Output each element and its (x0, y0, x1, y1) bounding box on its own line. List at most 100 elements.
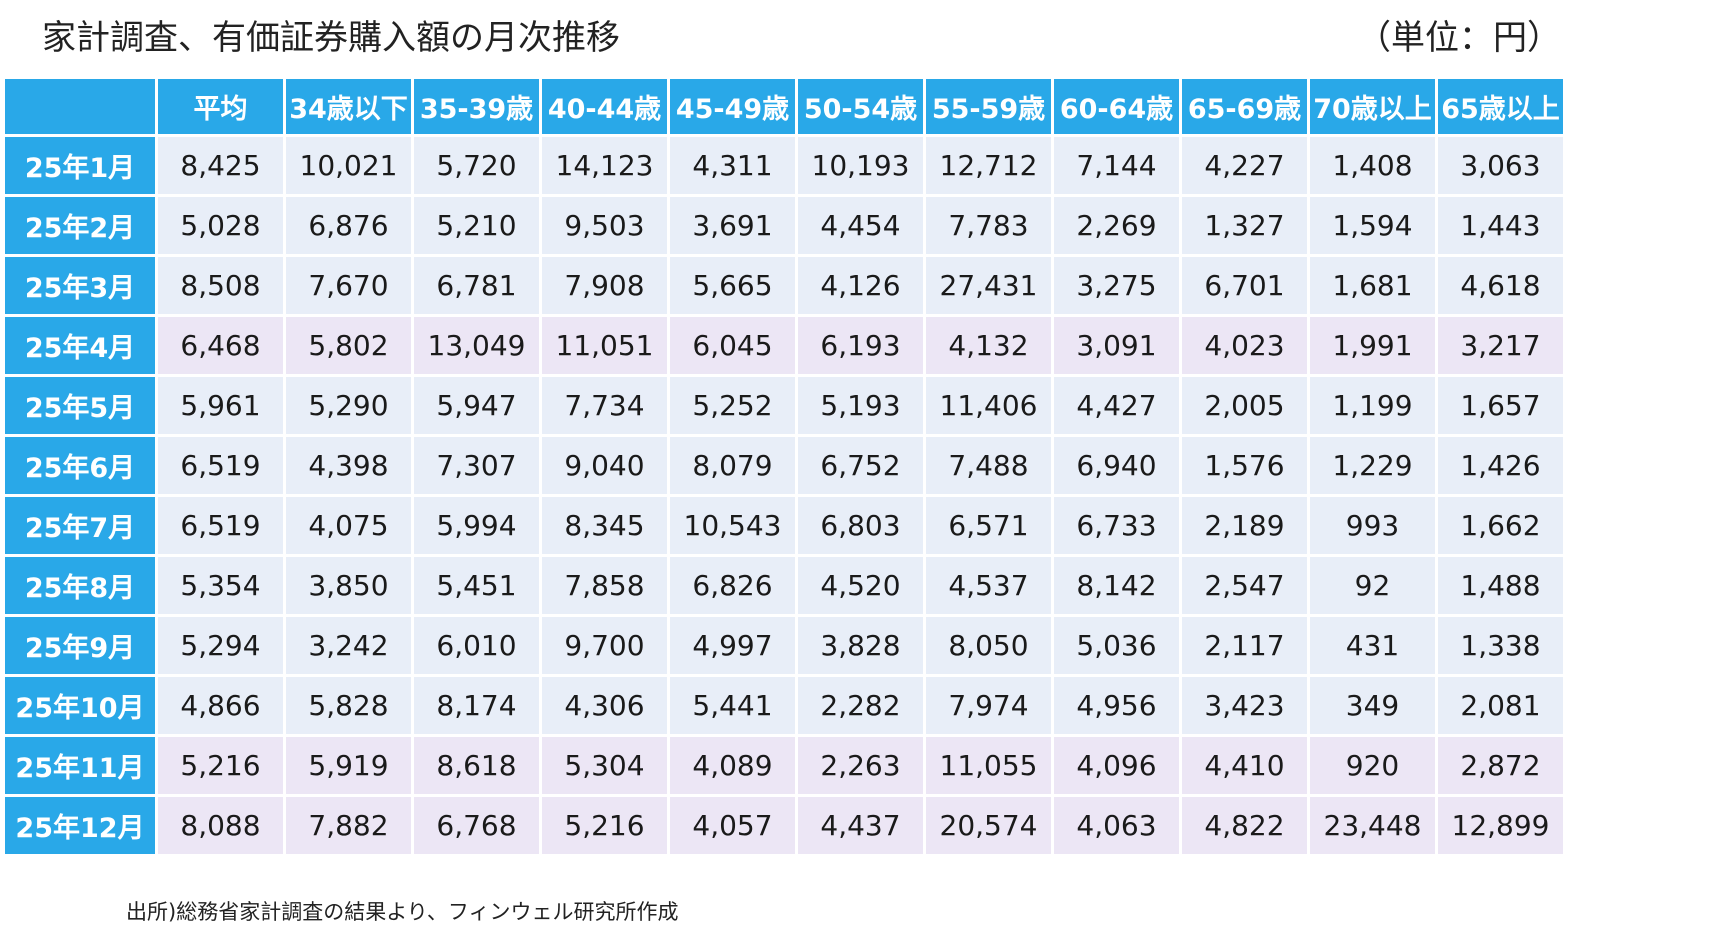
value-cell: 6,781 (414, 257, 539, 314)
value-cell: 9,503 (542, 197, 667, 254)
value-cell: 13,049 (414, 317, 539, 374)
value-cell: 5,919 (286, 737, 411, 794)
value-cell: 6,826 (670, 557, 795, 614)
table-row: 25年6月 6,519 4,398 7,307 9,040 8,079 6,752 7,488… (5, 437, 1563, 494)
value-cell: 7,858 (542, 557, 667, 614)
value-cell: 11,055 (926, 737, 1051, 794)
value-cell: 349 (1310, 677, 1435, 734)
value-cell: 3,691 (670, 197, 795, 254)
value-cell: 7,882 (286, 797, 411, 854)
value-cell: 3,242 (286, 617, 411, 674)
table-row: 25年10月 4,866 5,828 8,174 4,306 5,441 2,282 7,97… (5, 677, 1563, 734)
column-header: 70歳以上 (1310, 79, 1435, 134)
value-cell: 4,398 (286, 437, 411, 494)
value-cell: 3,091 (1054, 317, 1179, 374)
column-header: 50-54歳 (798, 79, 923, 134)
value-cell: 6,571 (926, 497, 1051, 554)
value-cell: 993 (1310, 497, 1435, 554)
value-cell: 8,142 (1054, 557, 1179, 614)
row-header: 25年5月 (5, 377, 155, 434)
table-body: 25年1月 8,425 10,021 5,720 14,123 4,311 10,193 12… (5, 137, 1563, 854)
value-cell: 5,451 (414, 557, 539, 614)
value-cell: 1,662 (1438, 497, 1563, 554)
row-header: 25年7月 (5, 497, 155, 554)
value-cell: 2,547 (1182, 557, 1307, 614)
value-cell: 5,665 (670, 257, 795, 314)
value-cell: 6,468 (158, 317, 283, 374)
value-cell: 4,454 (798, 197, 923, 254)
value-cell: 4,227 (1182, 137, 1307, 194)
value-cell: 7,783 (926, 197, 1051, 254)
value-cell: 5,210 (414, 197, 539, 254)
value-cell: 6,045 (670, 317, 795, 374)
value-cell: 7,307 (414, 437, 539, 494)
value-cell: 7,974 (926, 677, 1051, 734)
value-cell: 1,681 (1310, 257, 1435, 314)
value-cell: 7,488 (926, 437, 1051, 494)
unit-label: （単位：円） (1357, 18, 1561, 58)
value-cell: 4,410 (1182, 737, 1307, 794)
table-row: 25年5月 5,961 5,290 5,947 7,734 5,252 5,193 11,40… (5, 377, 1563, 434)
header-row: 平均 34歳以下 35-39歳 40-44歳 45-49歳 50-54歳 55-59歳 60-… (5, 79, 1563, 134)
value-cell: 5,216 (158, 737, 283, 794)
row-header: 25年1月 (5, 137, 155, 194)
value-cell: 5,802 (286, 317, 411, 374)
value-cell: 1,338 (1438, 617, 1563, 674)
value-cell: 8,050 (926, 617, 1051, 674)
value-cell: 4,132 (926, 317, 1051, 374)
value-cell: 3,423 (1182, 677, 1307, 734)
column-header: 65-69歳 (1182, 79, 1307, 134)
value-cell: 6,519 (158, 497, 283, 554)
source-note: 出所)総務省家計調査の結果より、フィンウェル研究所作成 (126, 900, 679, 924)
value-cell: 431 (1310, 617, 1435, 674)
value-cell: 2,189 (1182, 497, 1307, 554)
value-cell: 6,752 (798, 437, 923, 494)
value-cell: 5,304 (542, 737, 667, 794)
row-header: 25年10月 (5, 677, 155, 734)
value-cell: 2,117 (1182, 617, 1307, 674)
column-header: 40-44歳 (542, 79, 667, 134)
table-row: 25年12月 8,088 7,882 6,768 5,216 4,057 4,437 20,5… (5, 797, 1563, 854)
value-cell: 1,991 (1310, 317, 1435, 374)
value-cell: 6,193 (798, 317, 923, 374)
value-cell: 4,537 (926, 557, 1051, 614)
value-cell: 5,252 (670, 377, 795, 434)
value-cell: 5,961 (158, 377, 283, 434)
row-header: 25年11月 (5, 737, 155, 794)
column-header: 55-59歳 (926, 79, 1051, 134)
value-cell: 4,866 (158, 677, 283, 734)
value-cell: 1,488 (1438, 557, 1563, 614)
table-row: 25年11月 5,216 5,919 8,618 5,304 4,089 2,263 11,0… (5, 737, 1563, 794)
page-title: 家計調査、有価証券購入額の月次推移 (42, 18, 620, 58)
value-cell: 3,217 (1438, 317, 1563, 374)
value-cell: 4,096 (1054, 737, 1179, 794)
value-cell: 1,408 (1310, 137, 1435, 194)
value-cell: 5,947 (414, 377, 539, 434)
value-cell: 4,306 (542, 677, 667, 734)
value-cell: 2,282 (798, 677, 923, 734)
value-cell: 4,063 (1054, 797, 1179, 854)
row-header: 25年6月 (5, 437, 155, 494)
value-cell: 5,216 (542, 797, 667, 854)
table-row: 25年9月 5,294 3,242 6,010 9,700 4,997 3,828 8,050… (5, 617, 1563, 674)
value-cell: 4,618 (1438, 257, 1563, 314)
value-cell: 6,701 (1182, 257, 1307, 314)
value-cell: 2,269 (1054, 197, 1179, 254)
row-header: 25年8月 (5, 557, 155, 614)
value-cell: 1,576 (1182, 437, 1307, 494)
table-row: 25年7月 6,519 4,075 5,994 8,345 10,543 6,803 6,57… (5, 497, 1563, 554)
value-cell: 5,441 (670, 677, 795, 734)
row-header: 25年2月 (5, 197, 155, 254)
value-cell: 5,828 (286, 677, 411, 734)
row-header: 25年3月 (5, 257, 155, 314)
value-cell: 8,508 (158, 257, 283, 314)
value-cell: 11,051 (542, 317, 667, 374)
value-cell: 1,426 (1438, 437, 1563, 494)
value-cell: 7,908 (542, 257, 667, 314)
value-cell: 5,354 (158, 557, 283, 614)
value-cell: 3,275 (1054, 257, 1179, 314)
value-cell: 3,828 (798, 617, 923, 674)
value-cell: 8,345 (542, 497, 667, 554)
value-cell: 4,997 (670, 617, 795, 674)
value-cell: 8,079 (670, 437, 795, 494)
